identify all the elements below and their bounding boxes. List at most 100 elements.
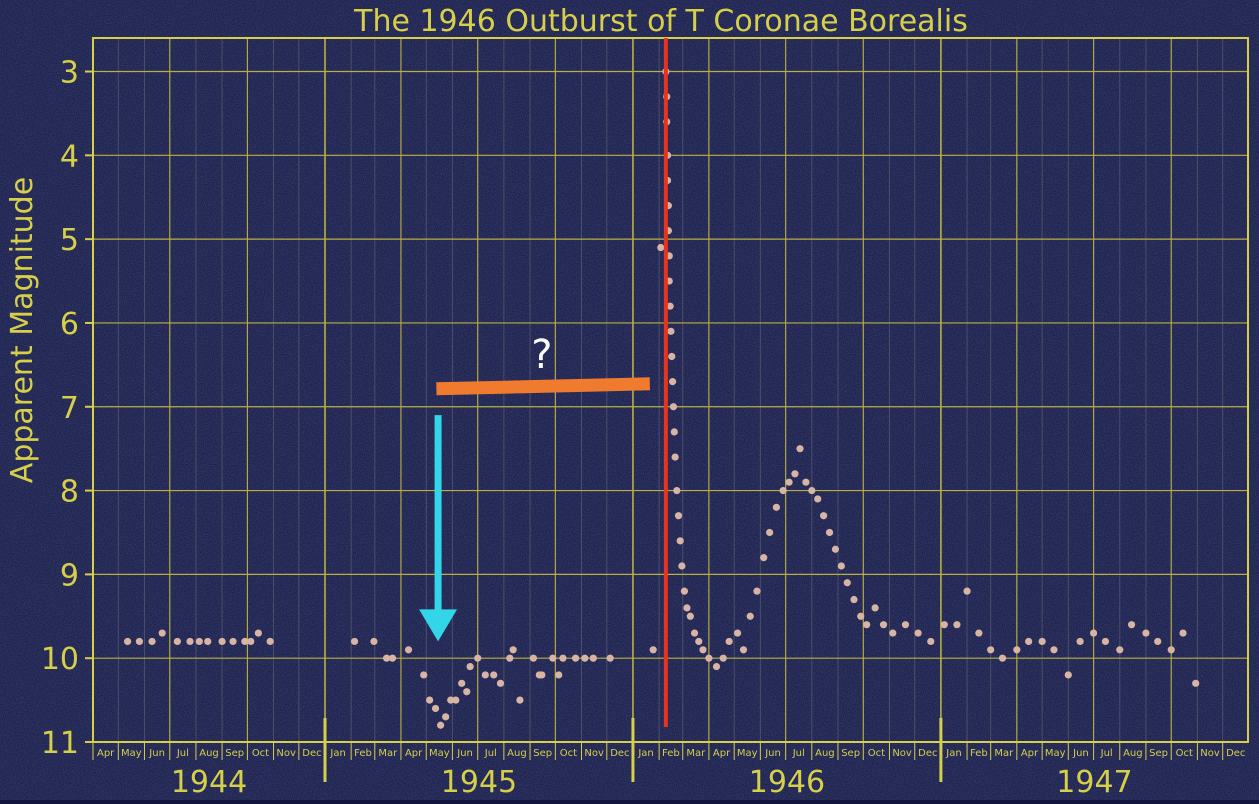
- data-point: [135, 637, 144, 646]
- data-point: [490, 671, 498, 679]
- data-point: [266, 637, 274, 646]
- month-tick-label: Dec: [610, 748, 629, 759]
- data-point: [668, 352, 676, 361]
- data-point: [678, 562, 686, 570]
- plot-frame: [92, 37, 1249, 743]
- data-point: [581, 654, 589, 662]
- month-tick-label: Aug: [815, 748, 835, 759]
- data-point: [1076, 637, 1084, 646]
- data-point: [857, 612, 865, 620]
- y-tick-label: 11: [41, 726, 79, 761]
- data-point: [463, 688, 471, 696]
- data-point: [879, 621, 888, 629]
- data-point: [671, 453, 679, 461]
- data-point: [802, 478, 810, 486]
- month-tick-label: Dec: [302, 748, 321, 759]
- y-tick-label: 8: [60, 475, 79, 510]
- data-point: [820, 512, 828, 520]
- data-point: [686, 612, 694, 620]
- month-tick-label: Sep: [1149, 748, 1168, 759]
- data-point: [871, 604, 879, 612]
- month-tick-label: Jan: [945, 748, 961, 759]
- data-point: [436, 721, 445, 729]
- month-tick-label: May: [1045, 748, 1066, 759]
- data-point: [779, 486, 787, 495]
- data-point: [733, 629, 742, 637]
- data-point: [987, 646, 995, 654]
- month-tick-label: Jan: [329, 748, 345, 759]
- month-tick-label: Oct: [252, 748, 269, 759]
- data-point: [204, 637, 212, 646]
- data-point: [699, 646, 707, 654]
- month-tick-label: Apr: [1021, 748, 1039, 759]
- data-point: [963, 587, 971, 595]
- month-tick-label: Feb: [662, 748, 680, 759]
- data-point: [431, 704, 440, 713]
- data-point: [772, 503, 780, 511]
- month-tick-label: Aug: [1123, 748, 1143, 759]
- month-tick-label: Jul: [1100, 748, 1113, 759]
- data-point: [796, 445, 804, 453]
- data-point: [712, 662, 721, 671]
- data-point: [1038, 637, 1046, 646]
- data-point: [195, 637, 203, 646]
- data-point: [814, 495, 822, 503]
- data-point: [808, 486, 816, 495]
- month-tick-label: Aug: [507, 748, 527, 759]
- data-point: [825, 528, 834, 537]
- data-point: [606, 654, 614, 662]
- data-point: [670, 428, 678, 436]
- data-point: [426, 696, 434, 704]
- data-point: [420, 671, 428, 679]
- y-tick-label: 10: [41, 642, 79, 677]
- chart-title: The 1946 Outburst of T Coronae Borealis: [353, 4, 968, 39]
- y-tick-label: 9: [60, 558, 79, 593]
- data-point: [695, 637, 703, 646]
- data-point: [739, 646, 748, 654]
- data-point: [683, 604, 691, 612]
- data-point: [1064, 671, 1072, 679]
- month-tick-label: Jun: [1072, 748, 1089, 759]
- data-point: [680, 587, 689, 595]
- month-tick-label: May: [121, 748, 142, 759]
- data-point: [509, 646, 517, 654]
- data-point: [506, 654, 514, 662]
- data-point: [791, 470, 799, 478]
- month-tick-label: Apr: [97, 748, 115, 759]
- data-point: [254, 629, 262, 637]
- month-tick-label: Nov: [892, 748, 912, 759]
- data-point: [843, 579, 851, 587]
- month-tick-label: Jun: [148, 748, 165, 759]
- year-label: 1945: [441, 765, 517, 800]
- data-point: [760, 554, 768, 562]
- data-point: [725, 637, 733, 646]
- month-tick-label: Apr: [713, 748, 731, 759]
- data-point: [669, 378, 677, 386]
- data-point: [975, 629, 983, 637]
- month-tick-label: Oct: [1176, 748, 1193, 759]
- data-point: [914, 629, 922, 637]
- data-point: [158, 629, 166, 637]
- month-tick-label: Jul: [792, 748, 805, 759]
- data-point: [1013, 646, 1021, 654]
- data-point: [555, 671, 563, 679]
- data-point: [657, 243, 665, 252]
- month-tick-label: Nov: [584, 748, 604, 759]
- data-point: [785, 478, 793, 486]
- data-point: [481, 671, 489, 679]
- data-point: [1192, 679, 1200, 687]
- data-point: [667, 327, 675, 335]
- data-point: [998, 654, 1007, 662]
- data-point: [496, 679, 505, 687]
- data-point: [589, 654, 597, 662]
- data-point: [383, 654, 391, 662]
- y-tick-label: 7: [60, 391, 79, 426]
- data-point: [123, 637, 132, 646]
- data-point: [1179, 629, 1187, 637]
- data-point: [474, 654, 482, 662]
- data-point: [766, 528, 774, 537]
- month-tick-label: Nov: [276, 748, 296, 759]
- data-point: [1025, 637, 1033, 646]
